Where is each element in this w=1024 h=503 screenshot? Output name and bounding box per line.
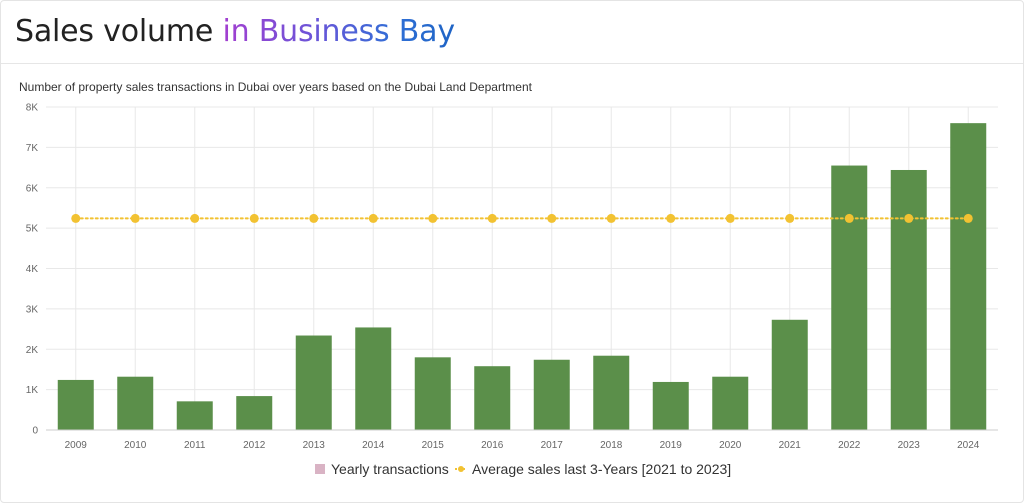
average-point-2015[interactable] bbox=[428, 213, 438, 223]
average-point-2012[interactable] bbox=[249, 213, 259, 223]
bar-2012[interactable] bbox=[236, 396, 273, 430]
legend-label-yearly[interactable]: Yearly transactions bbox=[331, 461, 449, 477]
axes: 0 1K 2K 3K 4K 5K 6K 7K 8K 2009 2010 2011 2012 2013 201… bbox=[26, 103, 998, 451]
average-point-2017[interactable] bbox=[547, 213, 557, 223]
x-tick-label: 2016 bbox=[481, 440, 504, 451]
x-tick-label: 2018 bbox=[600, 440, 623, 451]
x-tick-label: 2015 bbox=[422, 440, 445, 451]
title-prefix: Sales volume bbox=[15, 14, 223, 49]
legend-marker-average[interactable] bbox=[458, 466, 464, 472]
bar-2011[interactable] bbox=[176, 401, 213, 430]
y-tick-label: 1K bbox=[26, 385, 39, 396]
x-tick-label: 2010 bbox=[124, 440, 147, 451]
x-tick-label: 2021 bbox=[779, 440, 802, 451]
x-tick-label: 2011 bbox=[184, 440, 206, 451]
y-tick-label: 8K bbox=[26, 103, 39, 114]
bar-2013[interactable] bbox=[295, 335, 332, 430]
x-tick-label: 2014 bbox=[362, 440, 385, 451]
x-tick-label: 2022 bbox=[838, 440, 861, 451]
bar-2024[interactable] bbox=[950, 123, 987, 431]
chart-title: Number of property sales transactions in… bbox=[19, 80, 532, 94]
average-point-2010[interactable] bbox=[130, 213, 140, 223]
average-point-2024[interactable] bbox=[963, 213, 973, 223]
bar-2023[interactable] bbox=[890, 169, 927, 431]
bar-2019[interactable] bbox=[652, 381, 689, 430]
bar-2020[interactable] bbox=[712, 376, 749, 430]
legend[interactable]: Yearly transactions Average sales last 3-… bbox=[315, 461, 731, 477]
bar-2018[interactable] bbox=[593, 355, 630, 430]
y-tick-label: 0 bbox=[32, 426, 38, 437]
y-tick-label: 2K bbox=[26, 345, 39, 356]
title-accent: in Business Bay bbox=[222, 14, 455, 49]
y-tick-label: 7K bbox=[26, 143, 39, 154]
x-tick-label: 2009 bbox=[65, 440, 88, 451]
average-point-2022[interactable] bbox=[844, 213, 854, 223]
bars bbox=[57, 123, 987, 431]
bar-2014[interactable] bbox=[355, 327, 392, 430]
y-tick-label: 6K bbox=[26, 183, 39, 194]
page-title: Sales volume in Business Bay bbox=[15, 14, 455, 49]
average-point-2019[interactable] bbox=[666, 213, 676, 223]
bar-2010[interactable] bbox=[117, 376, 154, 430]
y-tick-label: 4K bbox=[26, 264, 39, 275]
average-point-2023[interactable] bbox=[904, 213, 914, 223]
x-tick-label: 2020 bbox=[719, 440, 742, 451]
average-point-2021[interactable] bbox=[785, 213, 795, 223]
average-point-2014[interactable] bbox=[368, 213, 378, 223]
bar-2022[interactable] bbox=[831, 165, 868, 430]
average-point-2016[interactable] bbox=[487, 213, 497, 223]
x-tick-label: 2012 bbox=[243, 440, 266, 451]
x-tick-label: 2023 bbox=[898, 440, 921, 451]
bar-2009[interactable] bbox=[57, 379, 94, 430]
bar-2017[interactable] bbox=[533, 359, 570, 430]
average-point-2009[interactable] bbox=[71, 213, 81, 223]
y-tick-label: 3K bbox=[26, 304, 39, 315]
legend-swatch-yearly[interactable] bbox=[315, 464, 325, 474]
average-line bbox=[71, 213, 973, 223]
average-point-2018[interactable] bbox=[606, 213, 616, 223]
average-point-2013[interactable] bbox=[309, 213, 319, 223]
bar-2021[interactable] bbox=[771, 319, 808, 430]
bar-2015[interactable] bbox=[414, 357, 451, 430]
x-tick-label: 2013 bbox=[303, 440, 326, 451]
x-tick-label: 2024 bbox=[957, 440, 980, 451]
x-tick-label: 2017 bbox=[541, 440, 564, 451]
card-header: Sales volume in Business Bay bbox=[1, 1, 1023, 64]
average-point-2011[interactable] bbox=[190, 213, 200, 223]
average-point-2020[interactable] bbox=[725, 213, 735, 223]
y-tick-label: 5K bbox=[26, 224, 39, 235]
x-tick-label: 2019 bbox=[660, 440, 683, 451]
bar-2016[interactable] bbox=[474, 366, 511, 430]
legend-label-average[interactable]: Average sales last 3-Years [2021 to 2023… bbox=[472, 461, 731, 477]
